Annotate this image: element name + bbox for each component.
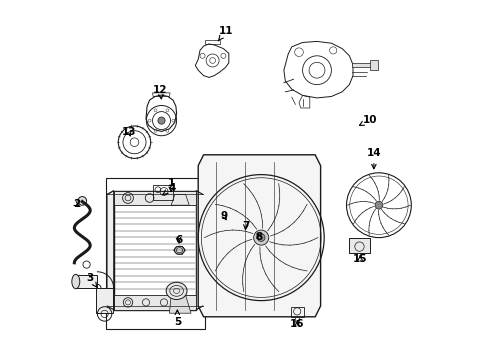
Polygon shape: [370, 60, 378, 70]
Text: 12: 12: [153, 85, 168, 99]
Text: 6: 6: [175, 235, 182, 246]
Text: 10: 10: [360, 114, 377, 125]
Text: 9: 9: [220, 211, 228, 221]
Polygon shape: [196, 191, 203, 310]
Text: 4: 4: [163, 183, 175, 194]
Ellipse shape: [221, 235, 236, 243]
Circle shape: [158, 117, 165, 124]
Ellipse shape: [245, 215, 267, 235]
Circle shape: [78, 197, 87, 205]
Polygon shape: [198, 155, 320, 317]
Text: 15: 15: [353, 254, 368, 264]
Bar: [349, 238, 370, 253]
Polygon shape: [96, 288, 113, 313]
Circle shape: [375, 201, 383, 209]
Text: 7: 7: [242, 221, 249, 231]
Polygon shape: [265, 210, 275, 222]
Ellipse shape: [174, 246, 185, 254]
Polygon shape: [221, 221, 236, 239]
Polygon shape: [170, 295, 191, 313]
Bar: [153, 185, 173, 200]
Text: 13: 13: [122, 127, 136, 138]
Bar: [231, 205, 278, 241]
Text: 14: 14: [367, 148, 381, 169]
Polygon shape: [114, 295, 196, 310]
Ellipse shape: [221, 217, 236, 226]
Ellipse shape: [72, 274, 80, 289]
Text: 5: 5: [173, 310, 181, 327]
Polygon shape: [352, 63, 371, 67]
Ellipse shape: [166, 282, 187, 300]
Circle shape: [257, 234, 265, 242]
Text: 8: 8: [255, 232, 262, 242]
Text: 3: 3: [87, 273, 98, 288]
Text: 11: 11: [218, 26, 234, 41]
Text: 1: 1: [168, 178, 175, 192]
Polygon shape: [107, 191, 114, 310]
Bar: [106, 178, 205, 329]
Text: 2: 2: [73, 199, 80, 210]
Polygon shape: [114, 191, 196, 205]
Polygon shape: [76, 275, 98, 288]
Circle shape: [254, 230, 269, 245]
Text: 16: 16: [290, 319, 304, 329]
